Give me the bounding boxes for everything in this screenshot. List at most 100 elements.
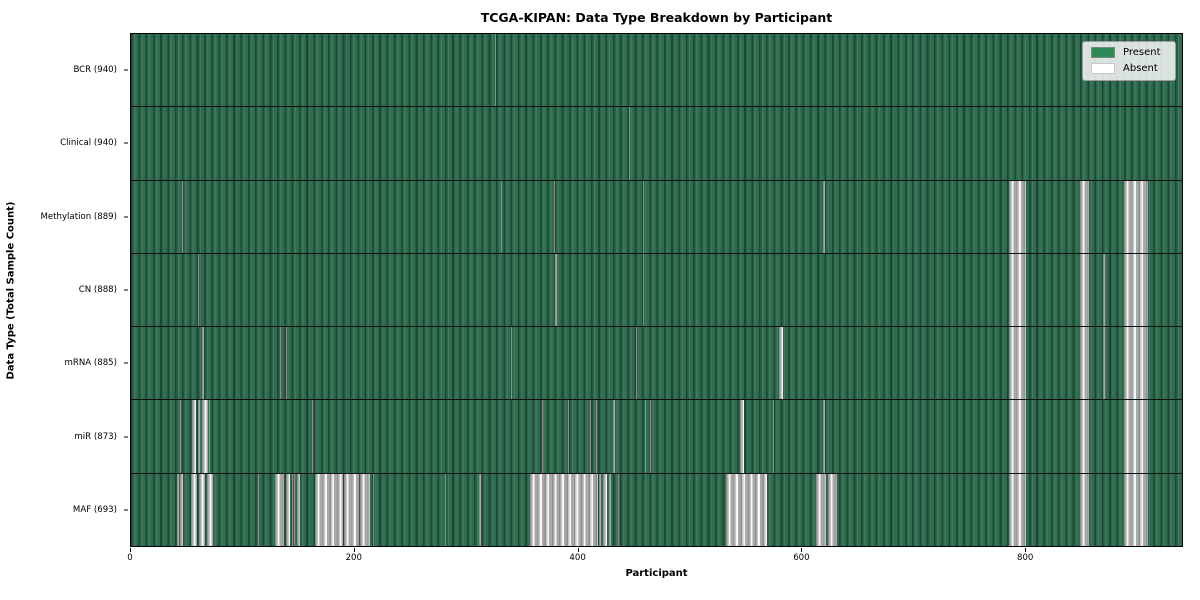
absent-segment [590,400,592,473]
absent-segment [311,400,314,473]
y-tick-label: Methylation (889) [40,211,117,222]
absent-segment [815,473,826,546]
absent-segment [554,180,556,253]
absent-segment [644,400,646,473]
absent-segment [635,327,637,400]
absent-segment [1008,327,1026,400]
absent-segment [444,473,446,546]
y-tick-mark [124,69,128,71]
heatmap-rows [131,34,1182,546]
absent-segment [359,473,370,546]
y-tick-mark [124,142,128,144]
absent-segment [1123,180,1149,253]
y-tick-mark [124,216,128,218]
absent-segment [1102,327,1105,400]
absent-segment [1123,473,1149,546]
absent-segment [1080,253,1090,327]
legend: Present Absent [1082,41,1176,81]
absent-segment [495,34,497,107]
absent-segment [617,473,620,546]
absent-segment [609,473,612,546]
y-tick-label: mRNA (885) [64,358,118,369]
absent-segment [1080,473,1090,546]
absent-segment [595,400,597,473]
x-tick-label: 0 [127,553,133,563]
data-row-maf [131,473,1182,546]
x-tick-label: 200 [345,553,362,563]
absent-segment [1080,400,1090,473]
y-tick-label: MAF (693) [72,505,117,516]
absent-segment [206,473,213,546]
absent-segment [373,473,375,546]
present-swatch [1091,47,1115,58]
absent-segment [279,327,281,400]
absent-segment [297,473,300,546]
absent-segment [603,473,607,546]
y-tick-label: Clinical (940) [60,138,117,149]
data-row-clinical [131,107,1182,181]
x-tick-mark [577,548,579,552]
x-tick-label: 400 [569,553,586,563]
absent-segment [1123,253,1149,327]
legend-item-absent: Absent [1091,63,1167,74]
absent-segment [613,400,615,473]
absent-segment [275,473,284,546]
data-row-cn [131,253,1182,328]
absent-segment [650,400,652,473]
absent-segment [567,400,569,473]
absent-segment [258,473,260,546]
absent-segment [1123,327,1149,400]
absent-segment [180,400,182,473]
absent-segment [642,180,644,253]
absent-segment [199,473,205,546]
absent-segment [598,473,602,546]
absent-segment [479,473,481,546]
data-row-bcr [131,34,1182,108]
absent-segment [286,327,288,400]
data-row-methylation [131,180,1182,254]
data-row-mrna [131,327,1182,401]
absent-segment [180,473,184,546]
absent-segment [827,473,837,546]
absent-segment [209,400,211,473]
legend-label-present: Present [1123,47,1161,58]
absent-segment [1080,327,1090,400]
absent-segment [198,400,201,473]
y-tick-mark [124,289,128,291]
x-tick-mark [353,548,355,552]
absent-swatch [1091,63,1115,74]
absent-segment [1123,400,1149,473]
absent-segment [773,400,775,473]
y-tick-mark [124,509,128,511]
absent-segment [1080,180,1090,253]
x-axis-title: Participant [625,568,688,579]
absent-segment [642,253,644,327]
y-tick-label: CN (888) [78,285,117,295]
absent-segment [823,180,825,253]
absent-segment [344,473,359,546]
absent-segment [542,400,544,473]
absent-segment [191,473,197,546]
absent-segment [1008,253,1026,327]
y-tick-label: BCR (940) [73,64,117,75]
absent-segment [198,253,200,327]
legend-label-absent: Absent [1123,63,1158,74]
absent-segment [176,473,179,546]
absent-segment [823,400,825,473]
absent-segment [286,473,290,546]
y-tick-label: miR (873) [74,431,117,442]
y-tick-mark [124,436,128,438]
absent-segment [500,180,502,253]
absent-segment [294,473,296,546]
absent-segment [291,473,293,546]
x-tick-mark [1025,548,1027,552]
absent-segment [510,327,512,400]
absent-segment [1008,400,1026,473]
absent-segment [182,180,184,253]
x-tick-mark [130,548,131,552]
absent-segment [192,400,196,473]
absent-segment [529,473,598,546]
absent-segment [778,327,784,400]
absent-segment [739,400,745,473]
